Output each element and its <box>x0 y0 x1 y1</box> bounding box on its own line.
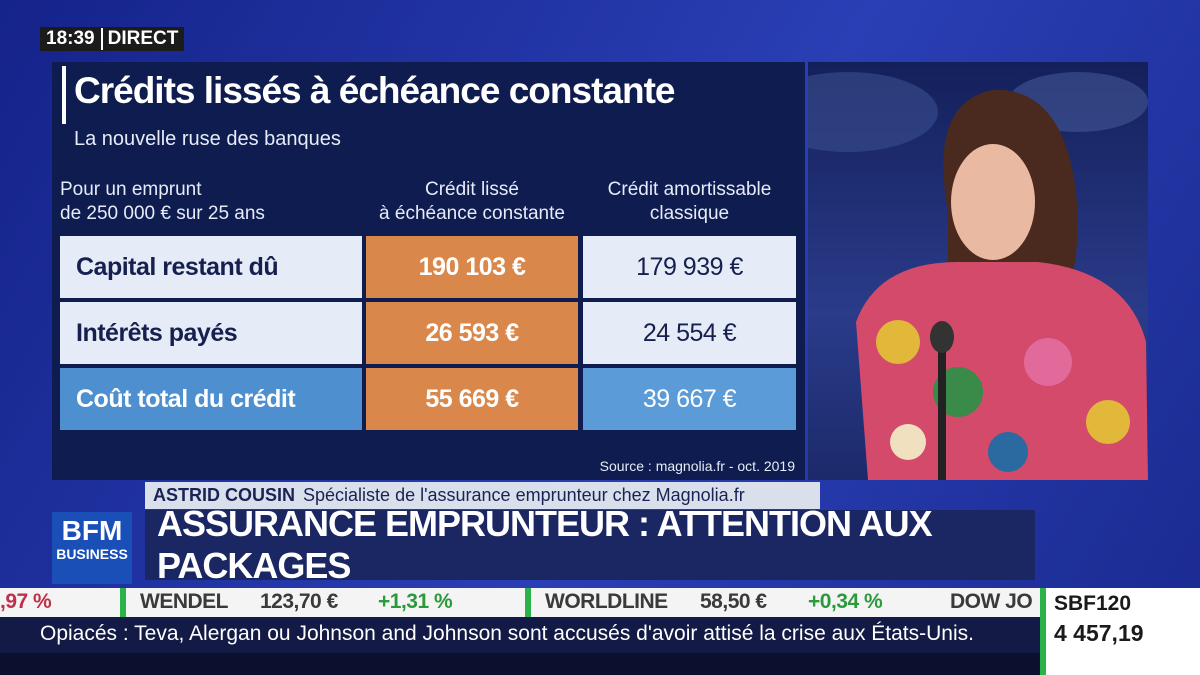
ticker-item: DOW JO <box>950 590 1033 613</box>
table-cell: 179 939 € <box>583 236 796 298</box>
footer-band <box>0 653 1200 675</box>
logo-text: BFM <box>61 515 123 546</box>
table-header: Pour un emprunt de 250 000 € sur 25 ans <box>60 179 265 224</box>
table-cell: Coût total du crédit <box>60 368 362 430</box>
table-cell: Intérêts payés <box>60 302 362 364</box>
headline-bar: ASSURANCE EMPRUNTEUR : ATTENTION AUX PAC… <box>145 503 1035 586</box>
table-cell: 26 593 € <box>366 302 578 364</box>
live-label: DIRECT <box>100 28 178 50</box>
ticker-item: 58,50 € <box>700 590 767 613</box>
table-header: Crédit lissé à échéance constante <box>379 179 565 224</box>
title-bar <box>62 66 66 124</box>
panel-title: Crédits lissés à échéance constante <box>74 70 675 111</box>
guest-role: Spécialiste de l'assurance emprunteur ch… <box>303 485 745 505</box>
name-bar: ASTRID COUSIN Spécialiste de l'assurance … <box>145 482 820 509</box>
source: Source : magnolia.fr - oct. 2019 <box>599 458 795 474</box>
ticker-separator <box>525 588 531 617</box>
ticker-item: ,97 % <box>0 590 52 613</box>
index-name: SBF120 <box>1054 592 1132 615</box>
index-value: 4 457,19 <box>1054 620 1144 646</box>
ticker-item: +1,31 % <box>378 590 453 613</box>
table-cell: Capital restant dû <box>60 236 362 298</box>
table-cell: 55 669 € <box>366 368 578 430</box>
guest-name: ASTRID COUSIN <box>153 485 296 505</box>
clock-badge: 18:39 DIRECT <box>40 27 185 51</box>
index-box: SBF120 4 457,19 <box>1040 588 1200 675</box>
ticker-item: +0,34 % <box>808 590 883 613</box>
ticker-item: WORLDLINE <box>545 590 668 613</box>
channel-logo: BFM BUSINESS <box>52 512 132 584</box>
video-feed <box>808 62 1148 480</box>
panel-subtitle: La nouvelle ruse des banques <box>74 128 341 150</box>
table-header: Crédit amortissable classique <box>607 179 772 224</box>
table-cell: 24 554 € <box>583 302 796 364</box>
table-cell: 39 667 € <box>583 368 796 430</box>
ticker-separator <box>120 588 126 617</box>
ticker-item: WENDEL <box>140 590 229 613</box>
ticker-item: 123,70 € <box>260 590 338 613</box>
logo-text: BUSINESS <box>56 546 128 562</box>
stock-ticker <box>0 588 1040 617</box>
table-cell: 190 103 € <box>366 236 578 298</box>
news-crawl: Opiacés : Teva, Alergan ou Johnson and J… <box>0 617 1040 653</box>
presenter-image <box>808 72 1148 480</box>
clock-time: 18:39 <box>46 28 95 49</box>
